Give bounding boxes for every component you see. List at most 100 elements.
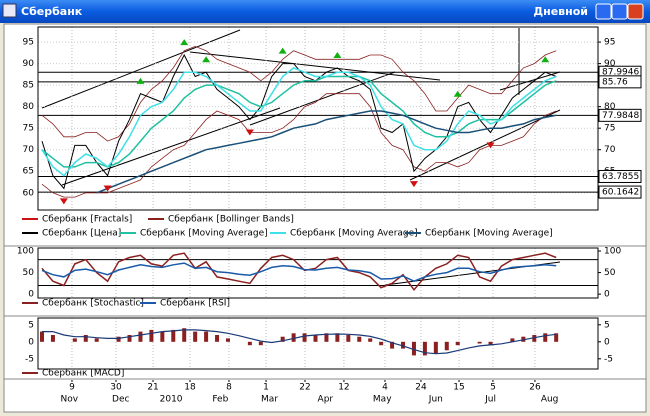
macd-bar [401, 341, 406, 349]
series-line [96, 110, 557, 194]
macd-bar [72, 338, 77, 342]
macd-bar [335, 333, 340, 342]
fractal-up [202, 56, 211, 63]
macd-bar [193, 331, 198, 342]
macd-signal [42, 329, 557, 355]
y-tick-label: 60 [23, 188, 35, 198]
y-tick-label-right: 0 [604, 337, 610, 347]
x-day-label: 8 [226, 383, 232, 393]
y-tick-label: 75 [23, 124, 34, 134]
macd-bar [247, 341, 252, 346]
y-tick-label-right: 80 [604, 102, 616, 112]
fractal-up [136, 77, 145, 84]
macd-bar [171, 329, 176, 342]
macd-bar [149, 329, 154, 342]
y-tick-label: 100 [17, 247, 34, 257]
legend-label: Сбербанк [MACD] [42, 369, 124, 379]
x-day-label: 24 [415, 383, 427, 393]
y-tick-label-right: 50 [604, 268, 616, 278]
macd-bar [83, 335, 88, 342]
x-month-label: Feb [212, 395, 228, 405]
level-label-box [598, 108, 642, 122]
x-day-label: 30 [110, 383, 122, 393]
fractal-up [541, 56, 550, 63]
macd-bar [554, 333, 559, 342]
fractal-up [278, 47, 287, 54]
y-tick-label-right: 5 [604, 320, 610, 330]
fractal-up [180, 39, 189, 46]
x-month-label: May [373, 395, 392, 405]
x-day-label: 22 [299, 383, 310, 393]
fractal-down [103, 185, 112, 192]
y-tick-label: 85 [23, 81, 34, 91]
x-day-label: 4 [382, 383, 388, 393]
y-tick-label-right: 0 [604, 290, 610, 300]
chart-area [3, 23, 647, 413]
minimize-button[interactable] [595, 3, 612, 20]
macd-bar [455, 341, 460, 346]
macd-bar [225, 338, 230, 342]
timeframe[interactable]: Дневной [533, 5, 588, 18]
legend-label: Сбербанк [Moving Average] [140, 229, 268, 239]
y-tick-label: 95 [23, 38, 34, 48]
x-day-label: 26 [529, 383, 541, 393]
macd-bar [357, 336, 362, 342]
macd-bar [346, 335, 351, 342]
macd-bar [368, 338, 373, 342]
series-line [41, 252, 557, 292]
x-month-label: 2010 [160, 395, 183, 405]
x-day-label: 21 [147, 383, 158, 393]
maximize-button[interactable] [611, 3, 628, 20]
fractal-down [486, 142, 495, 149]
plot-frame [37, 26, 599, 211]
x-day-label: 1 [263, 383, 269, 393]
y-tick-label-right: 100 [604, 247, 621, 257]
y-tick-label-right: 90 [604, 59, 616, 69]
macd-bar [280, 336, 285, 342]
macd-bar [390, 341, 395, 349]
macd-bar [138, 331, 143, 342]
level-label-box [598, 75, 642, 89]
plot-frame [37, 247, 599, 299]
y-tick-label: -5 [25, 354, 34, 364]
y-tick-label: 90 [23, 59, 35, 69]
bollinger-upper [41, 45, 557, 142]
macd-bar [127, 335, 132, 342]
fractal-up [333, 51, 342, 58]
fractal-down [245, 129, 254, 136]
legend-label: Сбербанк [Цена] [42, 229, 121, 239]
x-month-label: Mar [261, 395, 278, 405]
macd-bar [302, 333, 307, 342]
y-tick-label: 5 [28, 320, 34, 330]
macd-bar [215, 335, 220, 342]
macd-bar [477, 341, 482, 344]
x-month-label: Dec [112, 395, 129, 405]
level-label: 85.76 [602, 77, 628, 87]
y-tick-label: 50 [23, 268, 35, 278]
x-day-label: 15 [453, 383, 464, 393]
close-button[interactable] [627, 3, 644, 20]
fractal-down [409, 181, 418, 188]
macd-bar [258, 341, 263, 346]
x-day-label: 9 [69, 383, 75, 393]
fractal-up [453, 90, 462, 97]
legend-label: Сбербанк [Fractals] [42, 215, 132, 225]
x-month-label: Apr [318, 395, 334, 405]
series-line [41, 262, 557, 283]
legend-label: Сбербанк [Stochastic] [42, 299, 144, 309]
y-tick-label-right: 70 [604, 145, 616, 155]
macd-bar [94, 338, 99, 342]
series-line [41, 75, 557, 168]
macd-bar [543, 333, 548, 342]
series-line [41, 67, 557, 177]
macd-bar [510, 338, 515, 342]
macd-bar [291, 333, 296, 342]
x-month-label: Nov [61, 395, 79, 405]
level-label: 77.9848 [602, 111, 639, 121]
y-tick-label: 80 [23, 102, 35, 112]
macd-bar [182, 328, 187, 342]
bollinger-lower [41, 93, 557, 198]
x-day-label: 18 [184, 383, 196, 393]
level-label-box [598, 169, 642, 183]
